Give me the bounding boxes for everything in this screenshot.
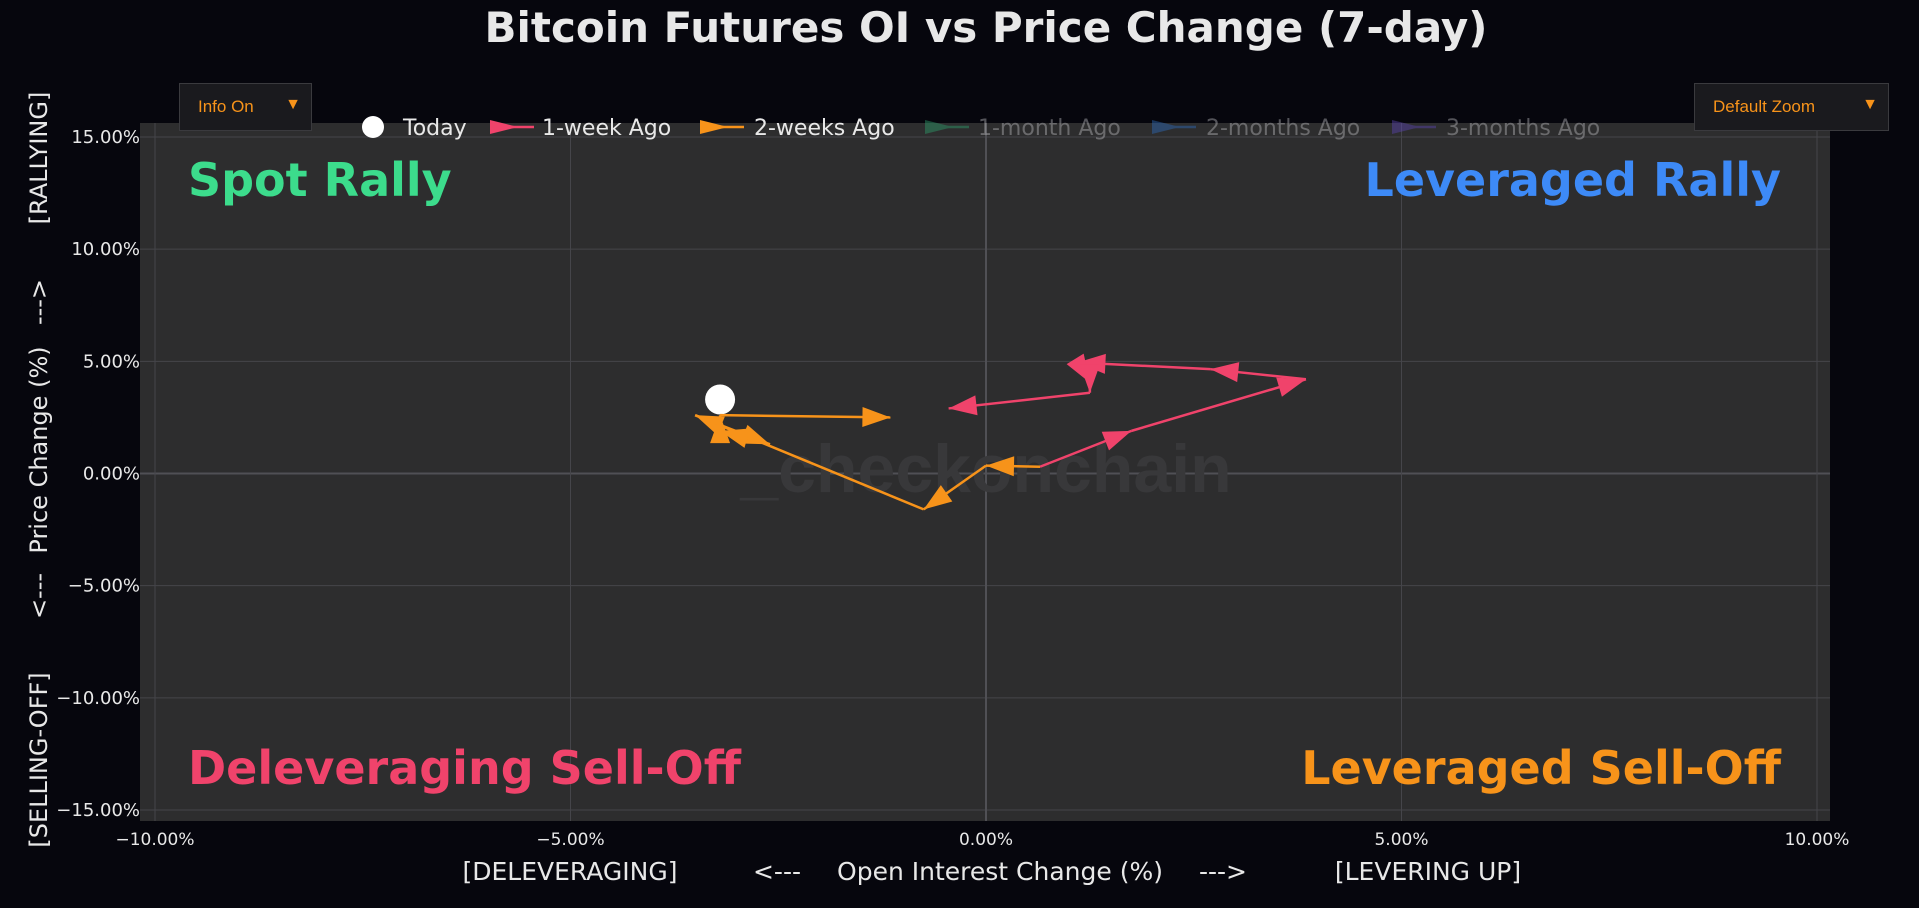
- quadrant-label-spot-rally: Spot Rally: [188, 153, 452, 207]
- legend-label: 1-month Ago: [978, 116, 1121, 141]
- week2-arrow: [986, 456, 1015, 477]
- legend-arrow-icon: [1392, 120, 1420, 134]
- quadrant-label-deleveraging-sell-off: Deleveraging Sell-Off: [188, 741, 742, 795]
- axes: −10.00% −5.00% 0.00% 5.00% 10.00% 15.00% 10.00…: [25, 92, 1849, 886]
- x-tick-label: −10.00%: [115, 830, 194, 850]
- x-axis-title-part: [LEVERING UP]: [1335, 857, 1521, 886]
- legend-circle-icon: [362, 116, 384, 138]
- legend-item-today[interactable]: Today: [362, 116, 467, 141]
- y-tick-label: 0.00%: [83, 464, 140, 485]
- week1-arrow: [1079, 364, 1100, 393]
- info-toggle-dropdown[interactable]: Info On ▼: [179, 83, 312, 131]
- today-marker: [705, 384, 736, 415]
- week1-arrow: [1077, 353, 1106, 374]
- quadrant-label-leveraged-sell-off: Leveraged Sell-Off: [1301, 741, 1782, 795]
- x-axis-title-part: <---: [753, 857, 801, 886]
- legend-label: 2-months Ago: [1206, 116, 1360, 141]
- chart-title: Bitcoin Futures OI vs Price Change (7-da…: [485, 3, 1488, 52]
- watermark: _checkonchain: [739, 431, 1231, 507]
- y-tick-label: −5.00%: [68, 576, 140, 597]
- quadrant-label-leveraged-rally: Leveraged Rally: [1365, 153, 1781, 207]
- legend[interactable]: Today 1-week Ago 2-weeks Ago 1-month Ago 2-m…: [362, 116, 1600, 141]
- legend-arrow-icon: [700, 120, 728, 134]
- x-tick-label: −5.00%: [536, 830, 604, 850]
- week2-segment: [720, 413, 891, 419]
- legend-item-month3[interactable]: 3-months Ago: [1392, 116, 1600, 141]
- x-axis-title-part: [DELEVERAGING]: [462, 857, 677, 886]
- series: [694, 353, 1307, 511]
- legend-arrow-icon: [925, 120, 953, 134]
- y-tick-label: 15.00%: [71, 127, 140, 148]
- legend-item-month1[interactable]: 1-month Ago: [925, 116, 1121, 141]
- legend-arrow-icon: [1152, 120, 1180, 134]
- legend-item-week1[interactable]: 1-week Ago: [490, 116, 671, 141]
- x-axis-title-part: --->: [1199, 857, 1247, 886]
- chevron-down-icon: ▼: [285, 96, 301, 113]
- week1-arrow: [1210, 362, 1240, 383]
- legend-label: 2-weeks Ago: [754, 116, 895, 141]
- legend-label: 1-week Ago: [542, 116, 671, 141]
- legend-label: 3-months Ago: [1446, 116, 1600, 141]
- y-axis-title-part: [RALLYING]: [25, 92, 53, 225]
- week1-arrow: [1276, 377, 1306, 397]
- legend-label: Today: [402, 116, 467, 141]
- y-axis-title-part: Price Change (%): [25, 346, 53, 553]
- quadrant-labels: Spot Rally Leveraged Rally Deleveraging Se…: [188, 153, 1782, 795]
- zoom-label: Default Zoom: [1713, 97, 1816, 116]
- week2-arrow: [720, 428, 750, 448]
- week1-segment: [1131, 378, 1307, 433]
- week2-arrow: [862, 407, 891, 428]
- y-axis-title-part: --->: [25, 279, 53, 325]
- legend-arrow-icon: [490, 120, 518, 134]
- x-tick-label: 10.00%: [1785, 830, 1850, 850]
- legend-item-month2[interactable]: 2-months Ago: [1152, 116, 1360, 141]
- week2-arrow: [710, 415, 731, 444]
- x-tick-label: 5.00%: [1374, 830, 1428, 850]
- y-tick-label: 10.00%: [71, 239, 140, 260]
- week1-arrow: [1101, 430, 1132, 451]
- week1-arrow: [948, 395, 978, 416]
- zoom-dropdown[interactable]: Default Zoom ▼: [1694, 83, 1889, 131]
- y-tick-label: −15.00%: [56, 800, 140, 821]
- y-tick-label: 5.00%: [83, 351, 140, 372]
- chevron-down-icon: ▼: [1862, 96, 1878, 113]
- info-toggle-label: Info On: [198, 97, 254, 116]
- grid: [140, 123, 1830, 821]
- y-tick-label: −10.00%: [56, 688, 140, 709]
- legend-item-week2[interactable]: 2-weeks Ago: [700, 116, 895, 141]
- y-axis-title-part: <---: [25, 573, 53, 619]
- x-tick-label: 0.00%: [959, 830, 1013, 850]
- week2-arrow: [923, 485, 953, 510]
- y-axis-title-part: [SELLING-OFF]: [25, 672, 53, 847]
- x-axis-title-part: Open Interest Change (%): [837, 857, 1163, 886]
